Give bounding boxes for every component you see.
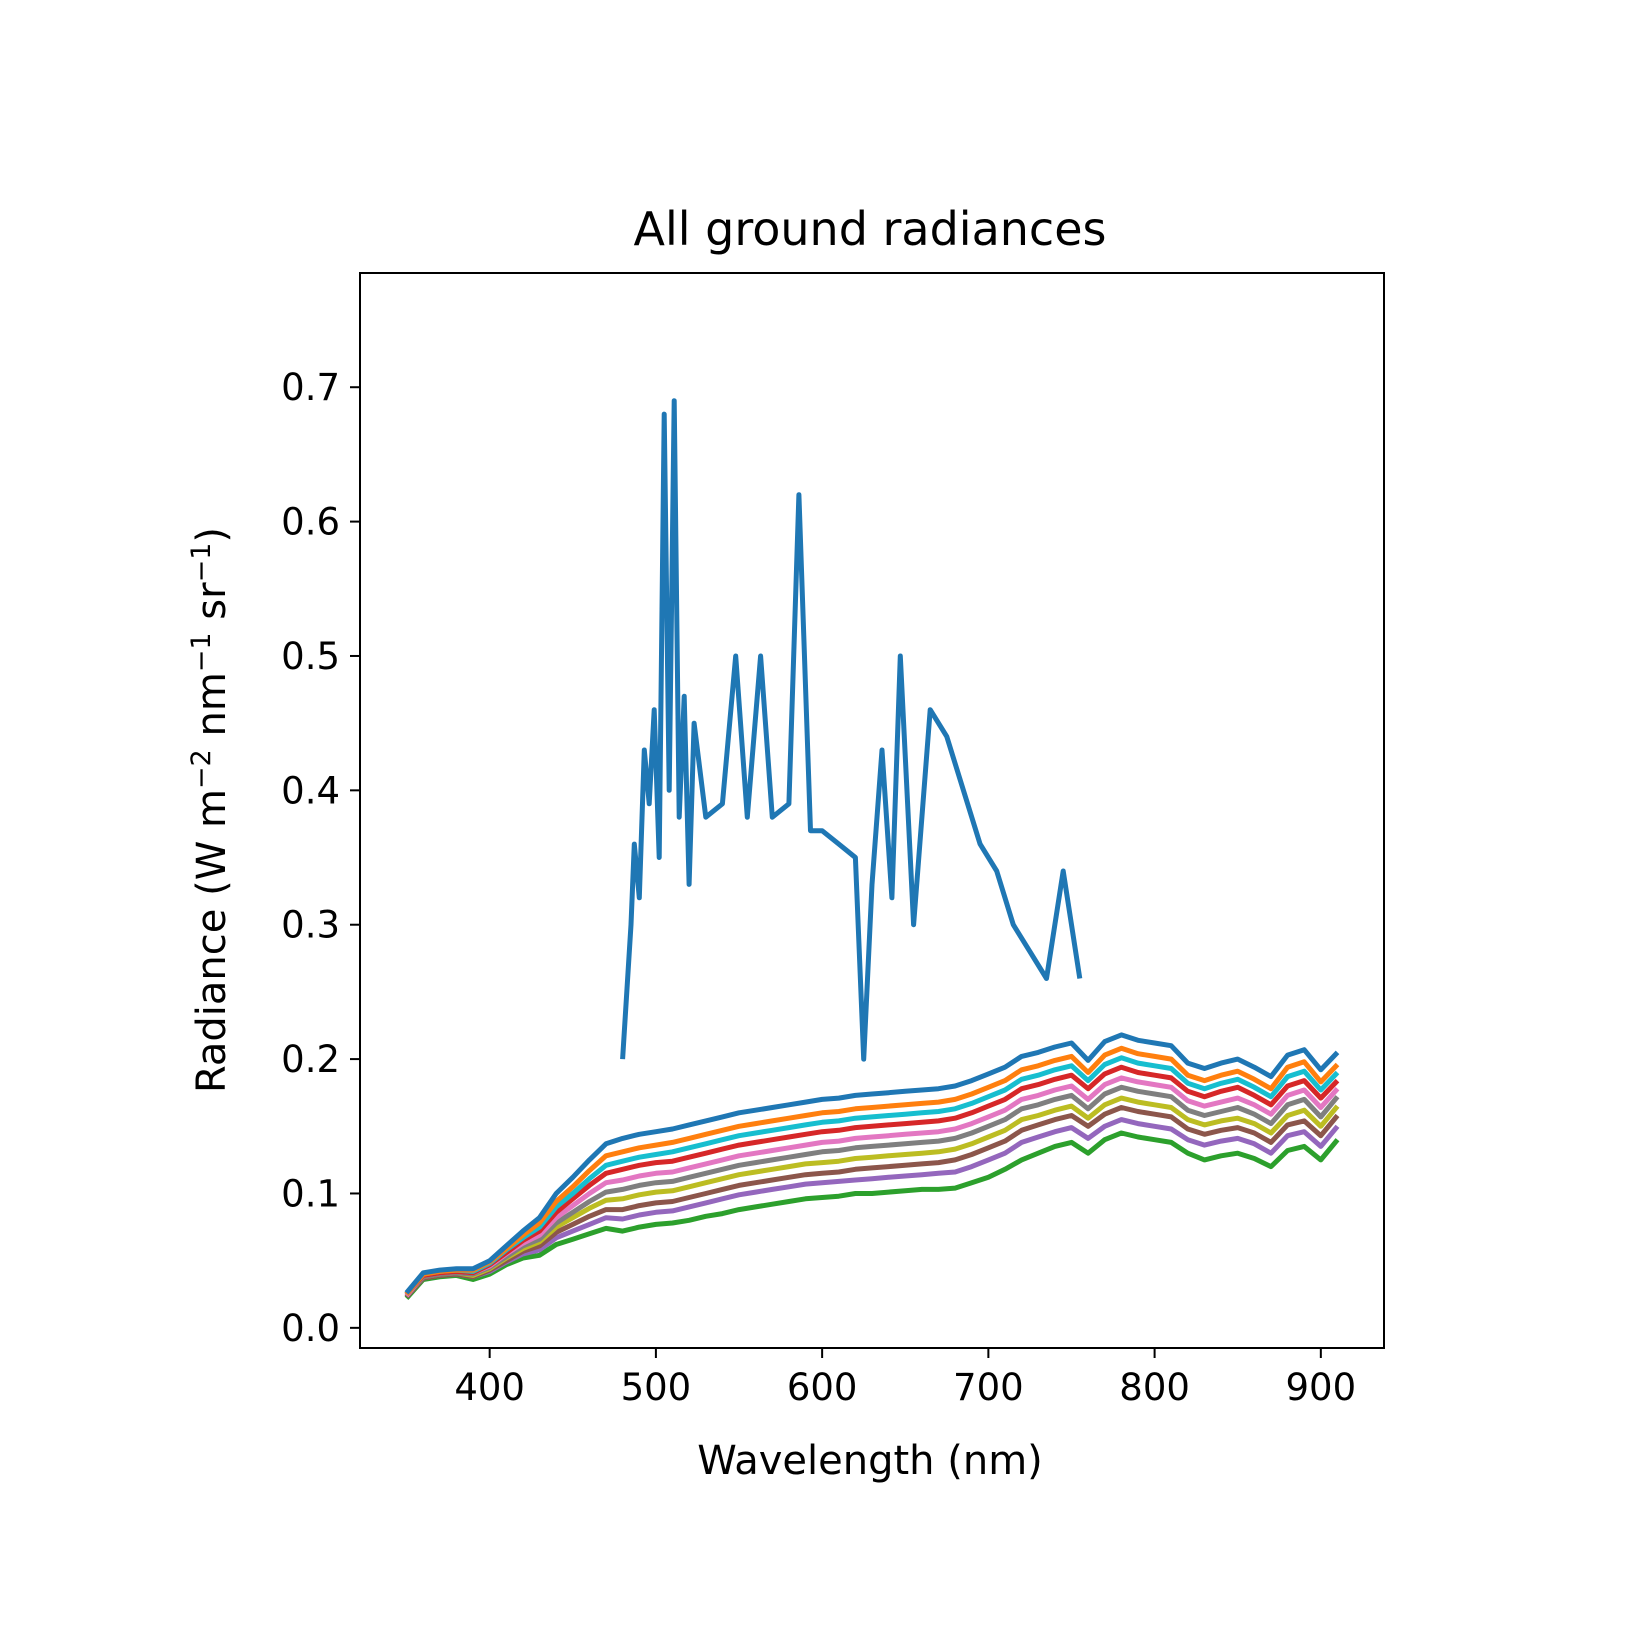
y-tick-label: 0.2: [281, 1038, 340, 1081]
y-axis-label-mid2: sr: [189, 582, 235, 633]
series-line: [404, 1105, 1340, 1299]
series-line: [404, 1055, 1340, 1296]
x-tick-label: 500: [621, 1366, 692, 1409]
y-tick-label: 0.5: [281, 635, 340, 678]
plot-frame: [359, 272, 1385, 1349]
y-axis-label-exp3: −1: [186, 543, 217, 583]
y-tick-label: 0.0: [281, 1307, 340, 1350]
peak-series-line: [620, 398, 1083, 1062]
series-line: [404, 1075, 1340, 1298]
x-tick-label: 900: [1286, 1366, 1357, 1409]
y-tick-label: 0.7: [281, 366, 340, 409]
y-tick-label: 0.6: [281, 501, 340, 544]
series-line: [404, 1045, 1340, 1296]
x-tick-label: 600: [787, 1366, 858, 1409]
y-axis: 0.0 0.1 0.2 0.3 0.4 0.5 0.6 0.7: [281, 366, 360, 1350]
y-axis-label-exp1: −2: [186, 749, 217, 789]
series-line: [404, 1064, 1340, 1296]
y-axis-label-end: ): [189, 527, 235, 543]
x-axis: 400 500 600 700 800 900: [454, 1348, 1356, 1409]
x-axis-label: Wavelength (nm): [697, 1438, 1043, 1484]
series-line: [404, 1117, 1340, 1299]
y-axis-label-exp2: −1: [186, 632, 217, 672]
x-tick-label: 700: [953, 1366, 1024, 1409]
y-tick-label: 0.1: [281, 1172, 340, 1215]
series-line: [404, 1084, 1340, 1298]
series-line: [404, 1130, 1340, 1300]
series-layer: [404, 398, 1340, 1300]
y-axis-label-mid1: nm: [189, 672, 235, 749]
y-tick-label: 0.4: [281, 769, 340, 812]
y-axis-label: Radiance (W m−2 nm−1 sr−1): [186, 527, 235, 1093]
y-tick-label: 0.3: [281, 904, 340, 947]
y-axis-label-base: Radiance (W m: [189, 789, 235, 1093]
chart-title: All ground radiances: [633, 202, 1106, 256]
x-tick-label: 400: [454, 1366, 525, 1409]
x-tick-label: 800: [1119, 1366, 1190, 1409]
series-line: [404, 1095, 1340, 1298]
series-line: [404, 1032, 1340, 1295]
